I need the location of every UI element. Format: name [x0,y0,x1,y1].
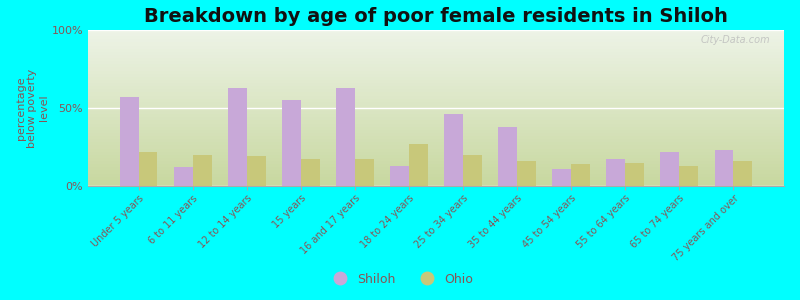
Bar [120,97,138,186]
Bar [88,95,784,99]
Bar [88,173,784,177]
Bar [88,58,784,61]
Bar [661,152,679,186]
Legend: Shiloh, Ohio: Shiloh, Ohio [322,268,478,291]
Bar [88,74,784,77]
Bar [714,150,734,186]
Bar [88,155,784,158]
Text: City-Data.com: City-Data.com [701,35,770,45]
Bar [88,177,784,180]
Bar [88,86,784,89]
Bar [88,142,784,146]
Bar [88,117,784,121]
Bar [88,43,784,46]
Bar [88,102,784,105]
Bar [355,160,374,186]
Bar [88,136,784,139]
Bar [174,167,193,186]
Bar [88,108,784,111]
Bar [88,89,784,92]
Bar [301,160,320,186]
Bar [88,127,784,130]
Bar [88,148,784,152]
Bar [88,39,784,43]
Bar [390,166,409,186]
Bar [88,68,784,70]
Bar [228,88,246,186]
Bar [336,88,355,186]
Bar [88,36,784,39]
Bar [88,180,784,183]
Bar [626,163,644,186]
Bar [88,170,784,173]
Bar [88,77,784,80]
Bar [88,167,784,170]
Bar [517,161,536,186]
Bar [88,114,784,117]
Bar [193,155,211,186]
Bar [88,64,784,68]
Bar [88,33,784,36]
Bar [88,105,784,108]
Bar [88,49,784,52]
Bar [282,100,301,186]
Bar [571,164,590,186]
Bar [88,146,784,148]
Bar [88,70,784,74]
Bar [88,52,784,55]
Bar [463,155,482,186]
Bar [88,99,784,102]
Bar [88,111,784,114]
Bar [734,161,752,186]
Bar [88,161,784,164]
Bar [88,124,784,127]
Bar [88,139,784,142]
Bar [88,130,784,133]
Bar [498,127,517,186]
Bar [246,156,266,186]
Bar [138,152,158,186]
Bar [606,160,626,186]
Bar [88,158,784,161]
Bar [679,166,698,186]
Bar [88,92,784,95]
Bar [88,61,784,64]
Bar [88,55,784,58]
Bar [88,133,784,136]
Bar [88,164,784,167]
Y-axis label: percentage
below poverty
level: percentage below poverty level [15,68,49,148]
Bar [88,30,784,33]
Bar [88,183,784,186]
Bar [88,80,784,83]
Bar [88,152,784,155]
Title: Breakdown by age of poor female residents in Shiloh: Breakdown by age of poor female resident… [144,7,728,26]
Bar [552,169,571,186]
Bar [444,114,463,186]
Bar [409,144,428,186]
Bar [88,83,784,86]
Bar [88,46,784,49]
Bar [88,121,784,124]
